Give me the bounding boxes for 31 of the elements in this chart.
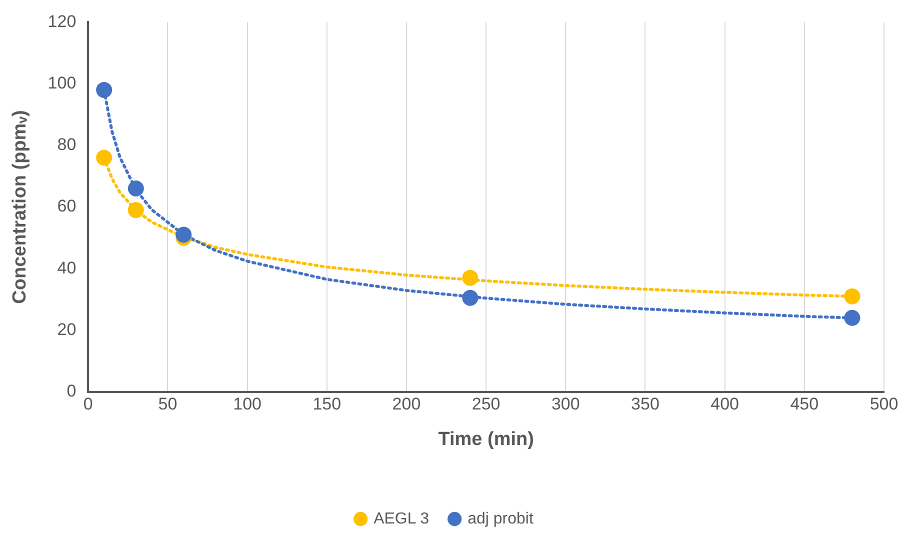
point: [96, 82, 112, 98]
x-tick-label: 400: [710, 394, 740, 414]
legend-label: AEGL 3: [374, 510, 430, 528]
point: [844, 288, 860, 304]
x-tick-label: 450: [790, 394, 819, 414]
x-tick-label: 300: [551, 394, 580, 414]
point: [176, 226, 192, 243]
y-tick-label: 0: [66, 381, 76, 400]
y-tick-label: 80: [57, 135, 76, 154]
point: [462, 290, 478, 306]
y-tick-label: 120: [48, 12, 76, 31]
x-tick-label: 50: [158, 394, 178, 414]
y-tick-label: 100: [48, 73, 76, 92]
x-tick-label: 100: [233, 394, 262, 414]
x-tick-label: 150: [312, 394, 342, 414]
x-tick-label: 500: [870, 394, 898, 414]
x-axis-title: Time (min): [438, 428, 534, 450]
x-tick-label: 350: [631, 394, 660, 414]
point: [462, 270, 478, 286]
y-tick-label: 20: [57, 320, 76, 339]
point: [96, 150, 112, 166]
y-axis-title: Concentration (ppmᵥ): [10, 110, 31, 304]
legend-label: adj probit: [468, 510, 534, 528]
x-tick-label: 250: [472, 394, 500, 414]
y-tick-label: 40: [57, 258, 76, 278]
y-tick-label: 60: [57, 196, 76, 216]
point: [128, 202, 144, 218]
x-tick-label: 200: [392, 394, 421, 414]
x-tick-label: 0: [83, 394, 93, 414]
point: [128, 180, 144, 197]
point: [844, 310, 860, 326]
